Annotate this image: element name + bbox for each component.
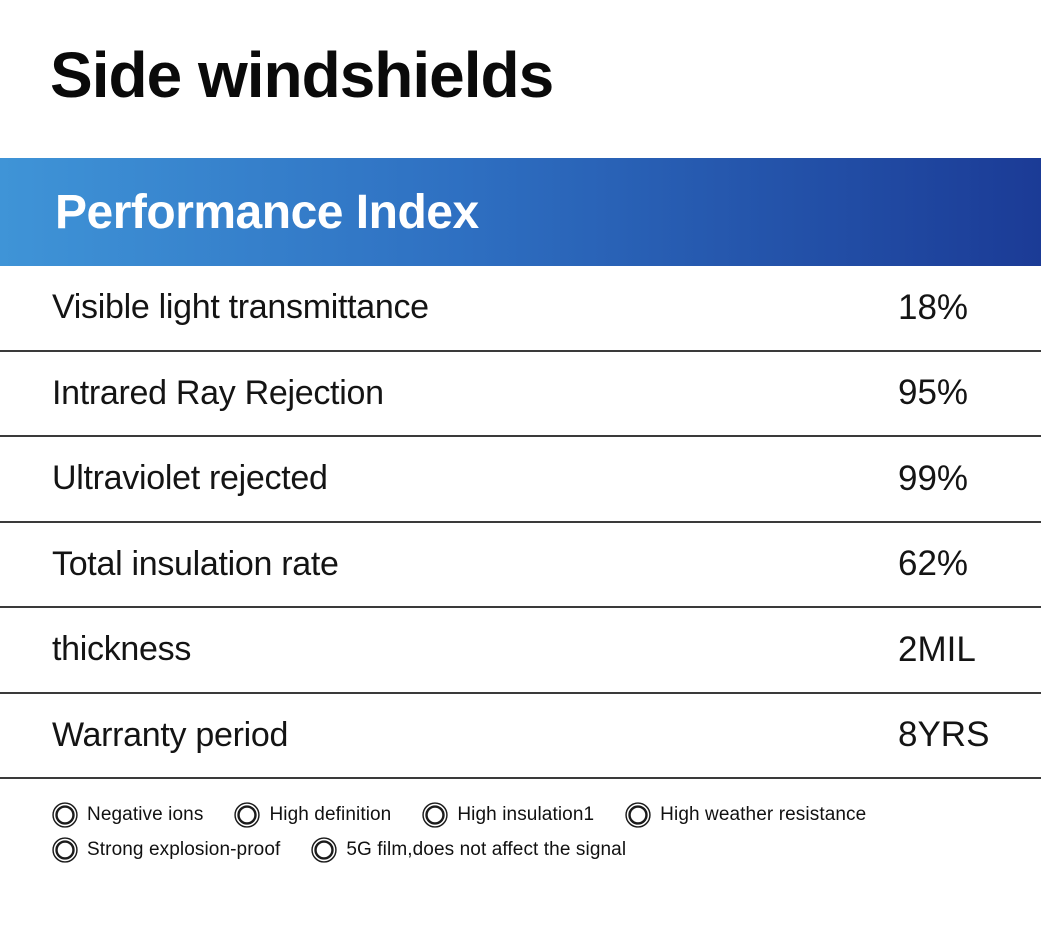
spec-label: Visible light transmittance <box>52 288 429 327</box>
table-row: Total insulation rate 62% <box>0 523 1041 608</box>
table-row: Intrared Ray Rejection 95% <box>0 352 1041 437</box>
spec-label: thickness <box>52 630 192 669</box>
feature-item: 5G film,does not affect the signal <box>311 837 626 863</box>
feature-item: High weather resistance <box>625 802 866 828</box>
page-title: Side windshields <box>50 39 554 111</box>
feature-item: High insulation1 <box>422 802 594 828</box>
feature-label: High insulation1 <box>457 804 595 825</box>
banner-title: Performance Index <box>55 185 479 239</box>
spec-table: Visible light transmittance 18% Intrared… <box>0 266 1041 779</box>
feature-row: Negative ions High definition High insul… <box>52 802 866 828</box>
spec-label: Total insulation rate <box>52 544 339 583</box>
spec-label: Ultraviolet rejected <box>52 459 328 498</box>
feature-row: Strong explosion-proof 5G film,does not … <box>52 837 866 863</box>
performance-index-banner: Performance Index <box>0 158 1041 266</box>
double-circle-icon <box>311 837 338 863</box>
double-circle-icon <box>52 802 78 828</box>
feature-item: Negative ions <box>52 802 203 828</box>
feature-label: Strong explosion-proof <box>87 839 281 860</box>
feature-item: High definition <box>234 802 391 828</box>
table-row: Warranty period 8YRS <box>0 694 1041 779</box>
feature-badges: Negative ions High definition High insul… <box>52 802 866 863</box>
spec-label: Warranty period <box>52 715 289 754</box>
double-circle-icon <box>422 802 449 828</box>
feature-label: High weather resistance <box>660 804 867 825</box>
feature-label: Negative ions <box>87 804 204 825</box>
spec-label: Intrared Ray Rejection <box>52 373 384 412</box>
double-circle-icon <box>52 837 78 863</box>
spec-value: 2MIL <box>898 629 976 669</box>
double-circle-icon <box>234 802 261 828</box>
spec-value: 99% <box>898 458 969 498</box>
spec-value: 18% <box>898 287 969 327</box>
spec-value: 95% <box>898 373 969 413</box>
double-circle-icon <box>625 802 651 828</box>
spec-value: 8YRS <box>898 715 990 755</box>
table-row: Ultraviolet rejected 99% <box>0 437 1041 523</box>
feature-label: High definition <box>269 804 392 825</box>
feature-label: 5G film,does not affect the signal <box>346 839 627 860</box>
table-row: Visible light transmittance 18% <box>0 266 1041 352</box>
spec-value: 62% <box>898 544 969 584</box>
table-row: thickness 2MIL <box>0 608 1041 694</box>
feature-item: Strong explosion-proof <box>52 837 280 863</box>
